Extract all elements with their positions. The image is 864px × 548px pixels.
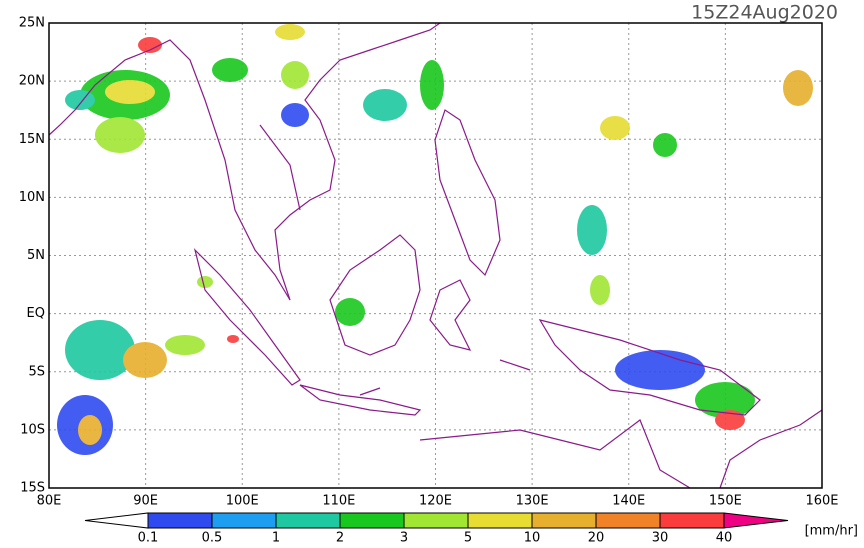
lat-label: EQ xyxy=(27,306,45,321)
colorbar-label: 30 xyxy=(652,531,669,545)
lon-label: 100E xyxy=(226,494,259,509)
lon-label: 120E xyxy=(419,494,452,509)
colorbar-segment xyxy=(531,512,597,529)
lat-label: 5S xyxy=(28,364,45,379)
colorbar-label: 40 xyxy=(716,531,733,545)
colorbar-segment xyxy=(275,512,341,529)
colorbar-label: 20 xyxy=(588,531,605,545)
colorbar-label: 0.1 xyxy=(138,531,159,545)
lon-label: 160E xyxy=(805,494,838,509)
precip-areas xyxy=(57,24,813,455)
lon-label: 130E xyxy=(516,494,549,509)
map-title: 15Z24Aug2020 xyxy=(691,2,838,24)
map-frame xyxy=(48,22,823,489)
lat-label: 15S xyxy=(20,481,45,496)
colorbar-segment xyxy=(339,512,405,529)
lat-label: 20N xyxy=(19,74,45,89)
colorbar-segment xyxy=(467,512,533,529)
colorbar-segment xyxy=(659,512,725,529)
lat-label: 10N xyxy=(19,190,45,205)
lon-label: 140E xyxy=(612,494,645,509)
colorbar-label: 0.5 xyxy=(202,531,223,545)
colorbar-min-arrow xyxy=(84,512,149,529)
colorbar-label: 10 xyxy=(524,531,541,545)
colorbar-label: 2 xyxy=(336,531,344,545)
lat-label: 5N xyxy=(27,248,45,263)
colorbar-segment xyxy=(211,512,277,529)
colorbar-segment xyxy=(147,512,213,529)
lon-label: 80E xyxy=(37,494,62,509)
colorbar-segment xyxy=(403,512,469,529)
lat-label: 15N xyxy=(19,132,45,147)
coastlines xyxy=(48,22,823,489)
colorbar-label: 1 xyxy=(272,531,280,545)
lon-label: 110E xyxy=(322,494,355,509)
lon-label: 90E xyxy=(133,494,158,509)
colorbar-label: 3 xyxy=(400,531,408,545)
lat-label: 25N xyxy=(19,16,45,31)
colorbar-label: 5 xyxy=(464,531,472,545)
lat-label: 10S xyxy=(20,422,45,437)
colorbar: 0.1 0.5 1 2 3 5 10 20 30 40 xyxy=(84,512,789,546)
lon-label: 150E xyxy=(709,494,742,509)
colorbar-unit: [mm/hr] xyxy=(805,524,858,539)
colorbar-segment xyxy=(595,512,661,529)
colorbar-max-arrow xyxy=(723,512,789,529)
